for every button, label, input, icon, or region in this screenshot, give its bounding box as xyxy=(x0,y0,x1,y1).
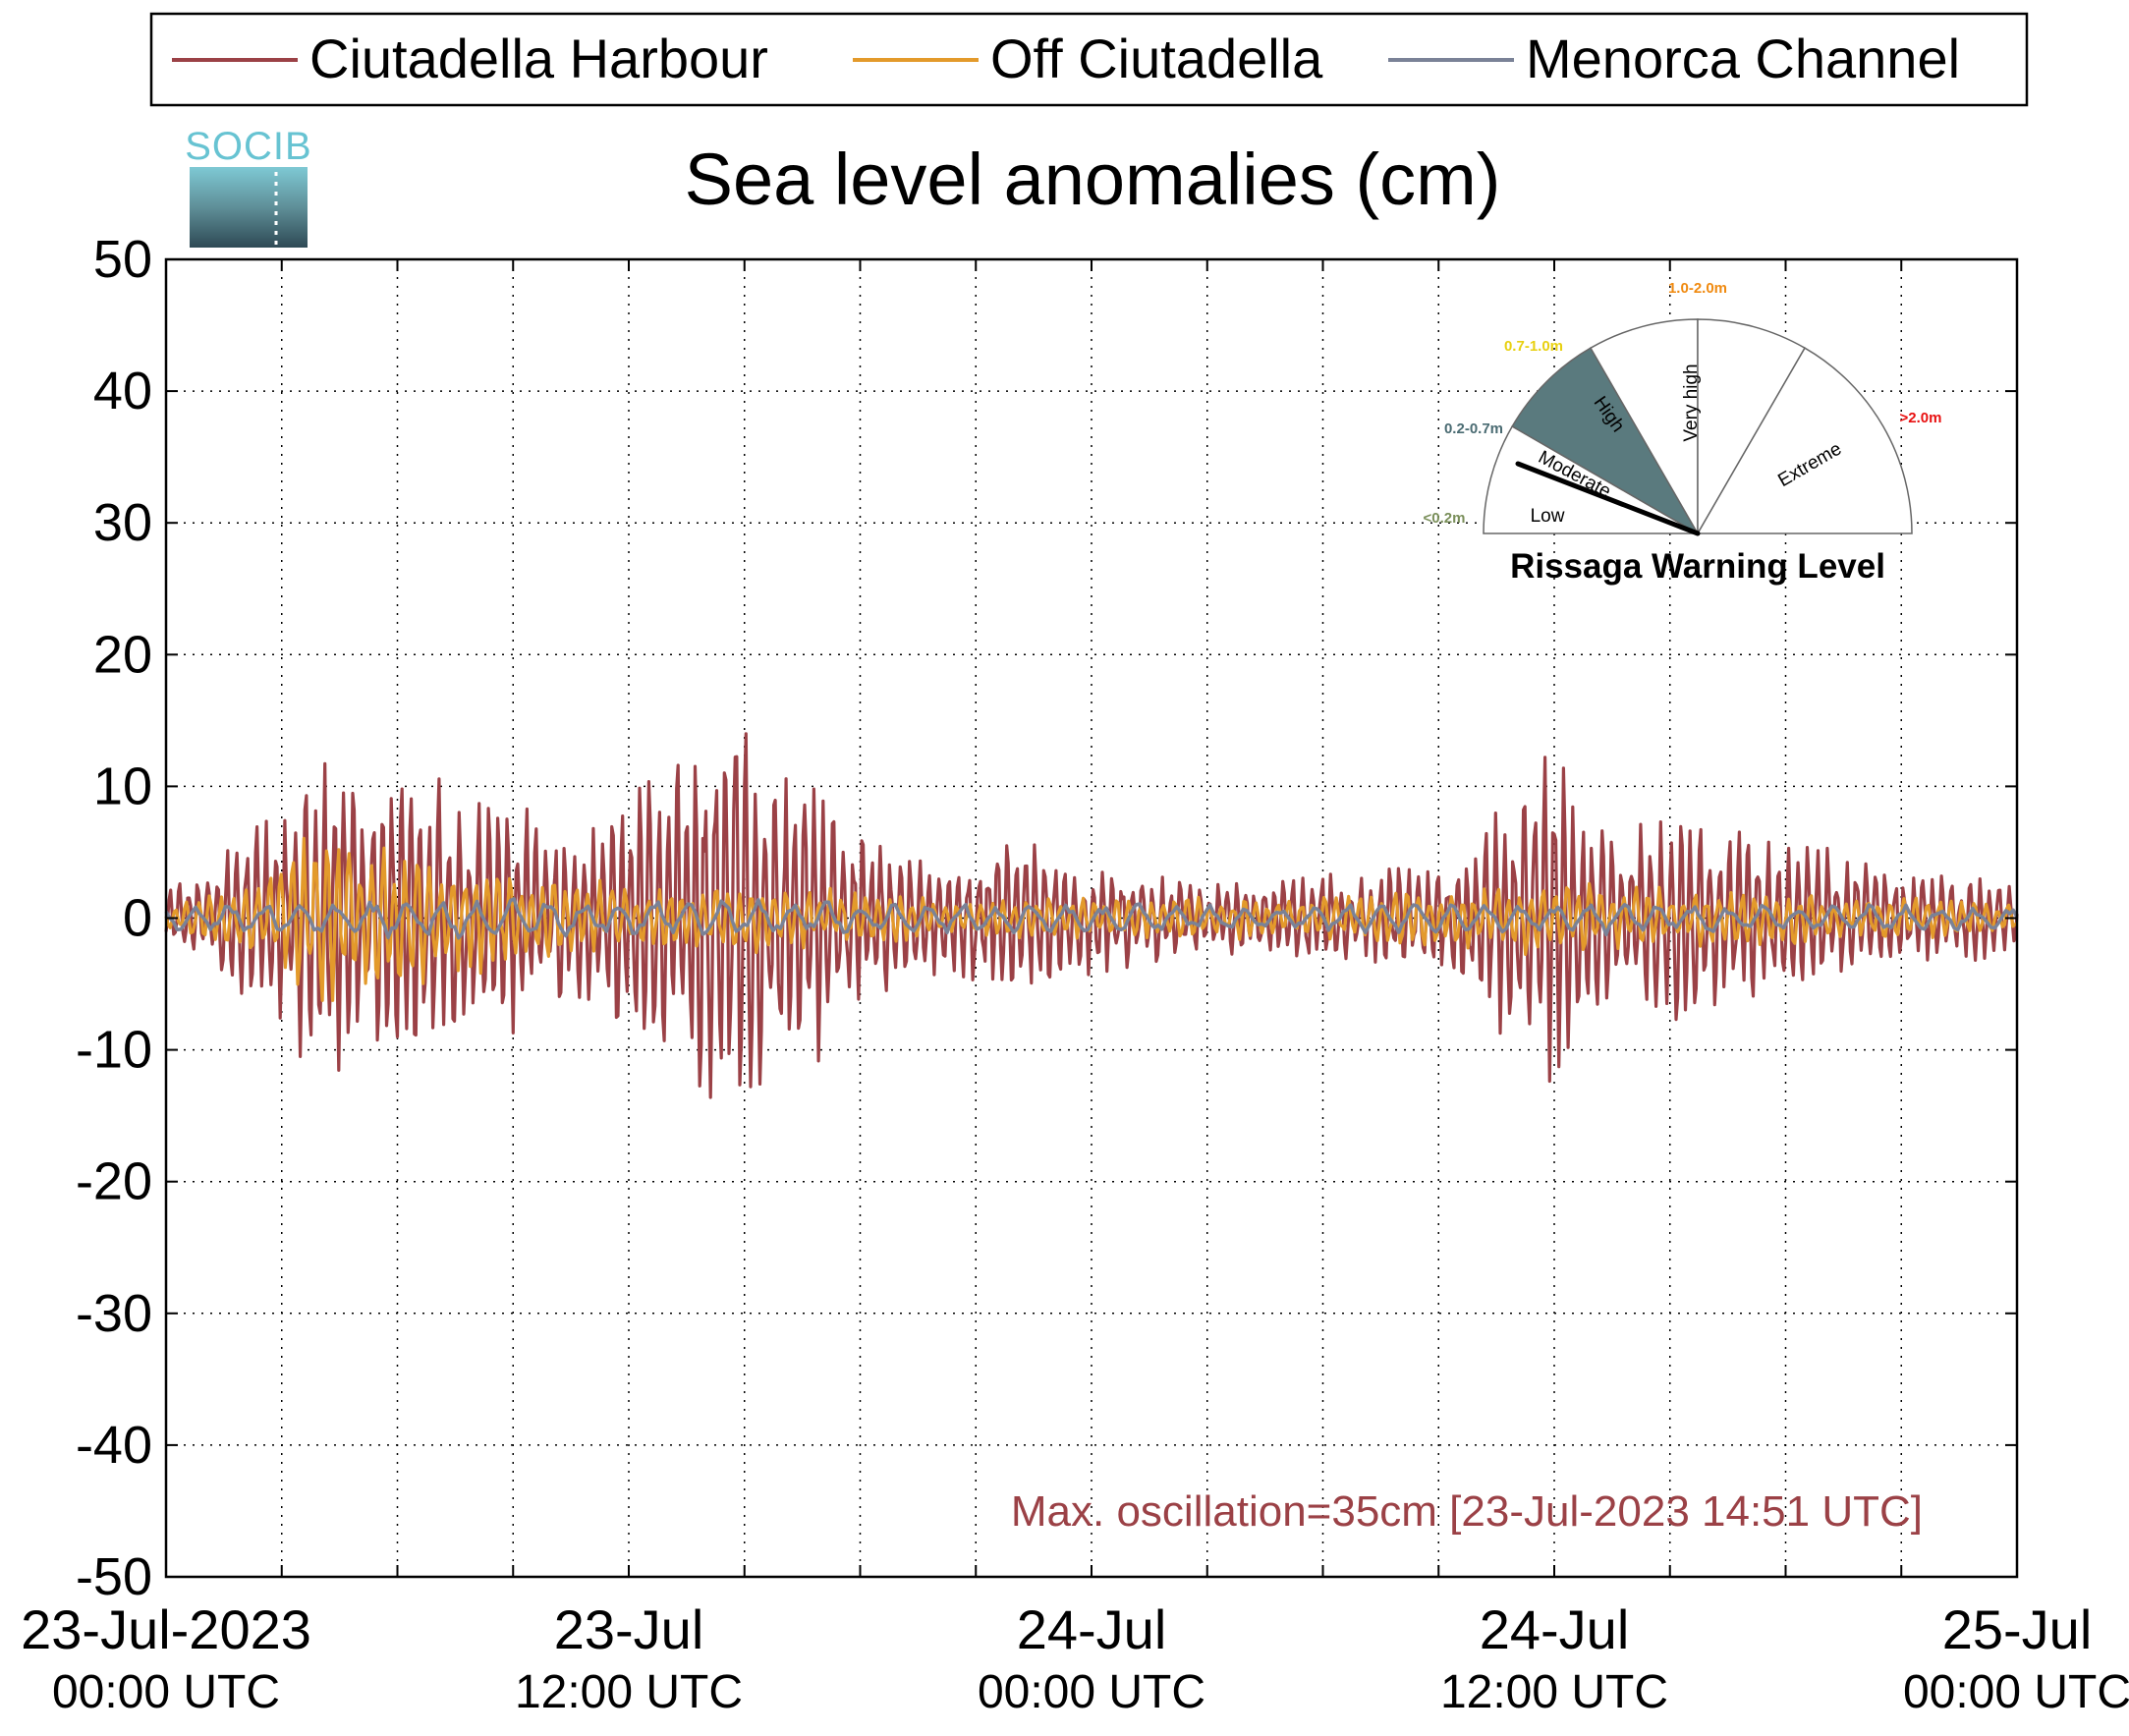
x-tick-label-date: 24-Jul xyxy=(1480,1598,1630,1660)
gauge-sector-label: Very high xyxy=(1681,364,1702,441)
gauge-range-label: >2.0m xyxy=(1900,410,1942,426)
gauge-sector-label: Low xyxy=(1531,506,1565,527)
x-tick-label-date: 23-Jul-2023 xyxy=(21,1598,311,1660)
gauge-sector-low xyxy=(1483,424,1701,534)
gauge-sector-extreme xyxy=(1696,347,1913,534)
gauge-title: Rissaga Warning Level xyxy=(1510,547,1885,586)
chart-title: Sea level anomalies (cm) xyxy=(685,139,1501,220)
x-tick-label-date: 25-Jul xyxy=(1942,1598,2093,1660)
y-tick-label: 30 xyxy=(93,493,152,552)
legend: Ciutadella Harbour Off Ciutadella Menorc… xyxy=(149,12,2029,107)
y-tick-label: 50 xyxy=(93,230,152,289)
series-line-menorca-channel xyxy=(164,897,2019,940)
y-tick-label: 0 xyxy=(123,889,152,948)
legend-box xyxy=(149,12,2029,107)
grid xyxy=(166,259,2017,1577)
y-tick-label: 10 xyxy=(93,756,152,815)
y-tick-label: -10 xyxy=(76,1021,152,1080)
x-tick-label-time: 00:00 UTC xyxy=(52,1666,280,1718)
y-tick-label: 40 xyxy=(93,362,152,420)
y-tick-label: -40 xyxy=(76,1416,152,1475)
legend-label-off-ciutadella: Off Ciutadella xyxy=(990,28,1323,89)
x-tick-label-time: 00:00 UTC xyxy=(1903,1666,2129,1718)
x-tick-label-time: 12:00 UTC xyxy=(515,1666,743,1718)
y-tick-label: 20 xyxy=(93,625,152,684)
max-oscillation-annotation: Max. oscillation=35cm [23-Jul-2023 14:51… xyxy=(1011,1487,1923,1536)
socib-logo: SOCIB xyxy=(185,125,311,248)
y-tick-label: -20 xyxy=(76,1152,152,1211)
gauge-range-label: 1.0-2.0m xyxy=(1668,280,1727,297)
series-line-off-ciutadella xyxy=(164,836,2018,1002)
logo-text: SOCIB xyxy=(185,125,311,168)
gauge-sector-high xyxy=(1589,318,1699,536)
y-tick-label: -30 xyxy=(76,1284,152,1343)
gauge-sector-moderate xyxy=(1511,347,1701,536)
x-tick-label-time: 12:00 UTC xyxy=(1440,1666,1668,1718)
series-layer xyxy=(164,732,2019,1099)
y-tick-label: -50 xyxy=(76,1547,152,1606)
gauge-needle xyxy=(1515,461,1701,536)
gauge-range-label: 0.2-0.7m xyxy=(1444,420,1503,437)
x-tick-label-date: 23-Jul xyxy=(554,1598,704,1660)
gauge-range-label: 0.7-1.0m xyxy=(1504,338,1563,355)
x-tick-label-time: 00:00 UTC xyxy=(978,1666,1205,1718)
gauge-sector-very-high xyxy=(1697,318,1807,536)
x-tick-label-date: 24-Jul xyxy=(1017,1598,1167,1660)
legend-label-ciutadella-harbour: Ciutadella Harbour xyxy=(309,28,768,89)
legend-label-menorca-channel: Menorca Channel xyxy=(1526,28,1960,89)
gauge-range-label: <0.2m xyxy=(1424,510,1466,527)
